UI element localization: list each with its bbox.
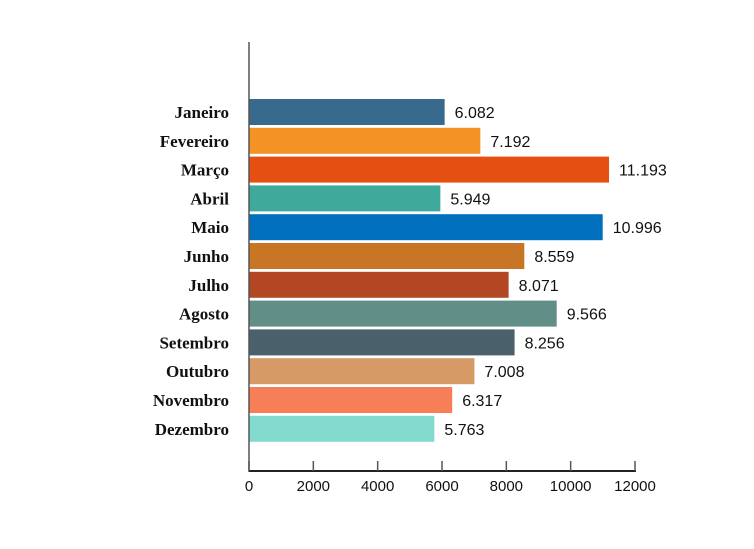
value-label: 6.317 <box>462 393 502 410</box>
x-tick-label: 12000 <box>614 478 656 495</box>
x-tick-label: 6000 <box>425 478 458 495</box>
bar-janeiro <box>249 99 445 125</box>
bar-maio <box>249 214 603 241</box>
value-label: 5.763 <box>444 422 484 439</box>
value-label: 8.256 <box>525 335 565 352</box>
category-label: Maio <box>191 218 229 237</box>
x-tick-label: 4000 <box>361 478 394 495</box>
value-label: 7.008 <box>484 364 524 381</box>
value-label: 9.566 <box>567 307 607 324</box>
bar-dezembro <box>249 415 435 442</box>
value-label: 6.082 <box>455 105 495 122</box>
category-label: Outubro <box>166 362 229 381</box>
x-tick-label: 8000 <box>490 478 523 495</box>
category-label: Agosto <box>179 305 229 324</box>
value-label: 5.949 <box>450 191 490 208</box>
category-label: Janeiro <box>175 103 229 122</box>
x-tick-label: 2000 <box>297 478 330 495</box>
category-label: Dezembro <box>155 420 229 439</box>
value-label: 8.071 <box>519 278 559 295</box>
bar-outubro <box>249 358 475 385</box>
value-label: 8.559 <box>534 249 574 266</box>
x-tick-label: 10000 <box>550 478 592 495</box>
bar-fevereiro <box>249 127 481 154</box>
category-label: Abril <box>190 189 229 208</box>
category-label: Junho <box>184 247 229 266</box>
value-label: 11.193 <box>619 163 667 180</box>
category-label: Julho <box>188 276 229 295</box>
category-label: Março <box>181 161 229 180</box>
bar-agosto <box>249 300 557 327</box>
value-label: 7.192 <box>490 134 530 151</box>
bar-julho <box>249 271 509 298</box>
category-label: Novembro <box>153 391 229 410</box>
category-label: Fevereiro <box>160 132 229 151</box>
x-tick-label: 0 <box>245 478 253 495</box>
value-label: 10.996 <box>613 220 662 237</box>
bar-abril <box>249 185 441 212</box>
category-label: Setembro <box>159 333 229 352</box>
bar-junho <box>249 243 525 269</box>
bar-novembro <box>249 387 453 413</box>
bar-setembro <box>249 329 515 356</box>
bar-março <box>249 156 610 183</box>
